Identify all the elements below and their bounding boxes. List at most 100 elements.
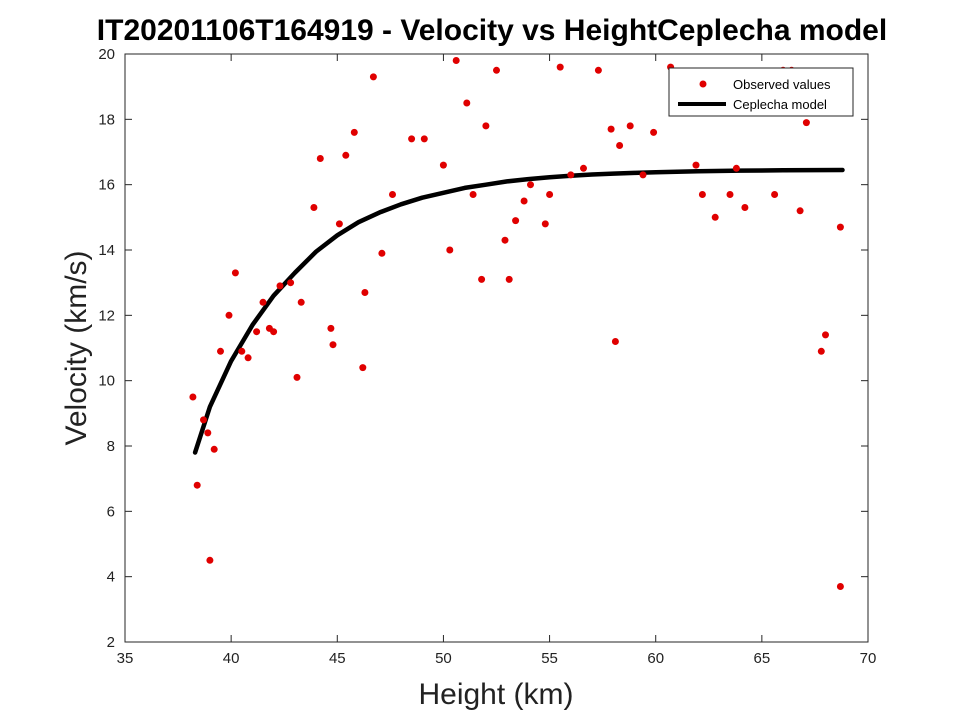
observed-point: [802, 119, 810, 127]
observed-point: [225, 311, 233, 319]
observed-point: [493, 66, 500, 74]
legend-label-observed: Observed values: [733, 77, 831, 92]
y-axis-label: Velocity (km/s): [60, 250, 93, 445]
observed-point: [741, 204, 749, 211]
observed-point: [482, 122, 490, 130]
observed-point: [210, 445, 218, 453]
observed-point: [771, 191, 779, 198]
observed-point: [836, 583, 844, 590]
axes-box: [124, 53, 869, 643]
y-tick-label: 20: [98, 46, 115, 63]
observed-point: [327, 324, 335, 332]
x-tick-label: 55: [541, 650, 558, 667]
x-axis-label: Height (km): [418, 678, 573, 711]
x-tick-label: 45: [329, 650, 346, 667]
observed-point: [350, 128, 358, 136]
x-tick-label: 40: [223, 650, 240, 667]
observed-point: [452, 57, 460, 64]
observed-point: [541, 220, 549, 228]
y-tick-label: 8: [107, 438, 115, 455]
observed-point: [238, 347, 246, 355]
observed-point: [231, 269, 239, 277]
observed-point: [817, 347, 825, 355]
observed-point: [520, 197, 528, 205]
x-axis: 35 40 45 50 55 60 65 70: [117, 54, 877, 667]
observed-point: [293, 373, 301, 381]
y-tick-label: 18: [98, 111, 115, 128]
observed-point: [527, 181, 534, 189]
observed-point: [217, 347, 224, 355]
observed-point: [206, 556, 214, 564]
observed-point: [297, 298, 305, 306]
legend: Observed values Ceplecha model: [668, 67, 854, 117]
observed-point: [439, 161, 447, 169]
observed-point: [594, 66, 602, 74]
y-tick-label: 12: [98, 307, 115, 324]
observed-point: [378, 249, 386, 257]
observed-point: [369, 73, 377, 81]
observed-point: [556, 63, 564, 71]
y-tick-label: 10: [98, 373, 115, 390]
observed-point: [446, 246, 454, 254]
y-axis: 2 4 6 8 10 12 14 16 18 20: [98, 46, 868, 651]
observed-point: [270, 328, 278, 336]
observed-point: [253, 328, 261, 336]
observed-point: [193, 481, 201, 489]
x-tick-label: 65: [754, 650, 771, 667]
y-tick-label: 2: [107, 634, 115, 651]
observed-point: [420, 135, 428, 143]
y-tick-label: 16: [98, 177, 115, 194]
observed-point: [200, 416, 207, 424]
x-tick-label: 50: [435, 650, 452, 667]
observed-point: [287, 279, 295, 287]
observed-point: [711, 213, 719, 221]
observed-point: [580, 164, 587, 172]
observed-point: [546, 191, 554, 198]
y-tick-label: 6: [107, 503, 115, 520]
observed-point: [505, 275, 513, 283]
observed-point: [408, 135, 416, 143]
legend-marker-observed: [699, 80, 707, 88]
observed-point: [189, 393, 197, 401]
observed-point: [342, 151, 350, 159]
x-tick-label: 70: [860, 650, 877, 667]
observed-point: [626, 122, 634, 130]
observed-point: [276, 282, 284, 290]
observed-point: [616, 142, 624, 149]
observed-point: [361, 289, 369, 296]
x-tick-label: 60: [647, 650, 664, 667]
observed-point: [244, 354, 252, 362]
legend-box: [668, 67, 854, 117]
y-tick-label: 14: [98, 242, 115, 259]
observed-point: [607, 125, 615, 133]
observed-point: [389, 191, 396, 198]
y-tick-label: 4: [107, 569, 115, 586]
observed-point: [501, 236, 509, 244]
observed-point: [726, 191, 734, 198]
observed-point: [650, 128, 658, 136]
observed-point: [204, 429, 212, 437]
x-tick-label: 35: [117, 650, 134, 667]
observed-point: [463, 99, 471, 107]
observed-point: [469, 191, 477, 198]
observed-point: [796, 207, 804, 215]
observed-point: [329, 341, 337, 349]
observed-point: [335, 220, 343, 228]
observed-point: [732, 164, 740, 172]
chart-title: IT20201106T164919 - Velocity vs HeightCe…: [97, 14, 887, 47]
observed-point: [836, 223, 844, 231]
legend-label-model: Ceplecha model: [733, 97, 827, 112]
observed-point: [698, 191, 706, 198]
observed-point: [822, 331, 829, 339]
observed-point: [359, 364, 367, 372]
observed-point: [692, 161, 700, 169]
observed-point: [611, 338, 619, 345]
observed-point: [310, 204, 318, 211]
observed-point: [259, 298, 267, 306]
observed-point: [478, 275, 486, 283]
observed-point: [316, 155, 324, 162]
plot-area: [124, 53, 869, 643]
observed-point: [639, 171, 647, 179]
observed-point: [512, 217, 520, 225]
